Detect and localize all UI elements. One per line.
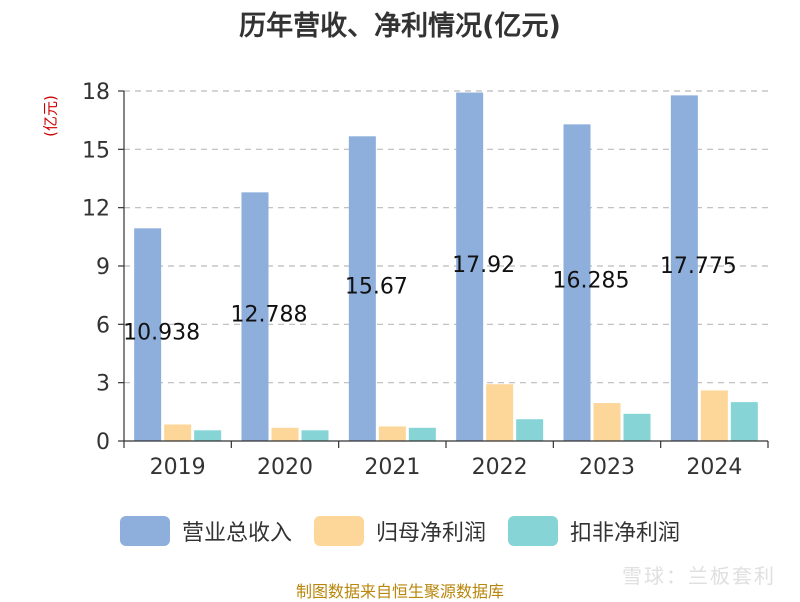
bar-net-profit[interactable] (378, 426, 406, 441)
data-label-revenue: 16.285 (553, 269, 630, 294)
y-tick-label: 18 (82, 80, 110, 105)
legend-item-revenue[interactable]: 营业总收入 (119, 515, 292, 547)
bar-net-profit[interactable] (486, 384, 514, 441)
bar-deducted-profit[interactable] (730, 402, 758, 441)
legend-swatch-net-profit (313, 516, 364, 546)
bar-revenue[interactable] (241, 192, 269, 441)
bar-deducted-profit[interactable] (301, 430, 329, 441)
legend-item-net-profit[interactable]: 归母净利润 (313, 515, 486, 547)
x-tick-label: 2021 (364, 455, 420, 480)
bar-net-profit[interactable] (593, 403, 621, 441)
bar-deducted-profit[interactable] (623, 413, 651, 441)
data-label-revenue: 10.938 (123, 321, 200, 346)
x-tick-label: 2020 (257, 455, 313, 480)
bar-revenue[interactable] (563, 124, 591, 441)
x-tick-label: 2019 (150, 455, 206, 480)
data-label-revenue: 17.92 (452, 253, 515, 278)
data-label-revenue: 15.67 (345, 275, 408, 300)
bar-deducted-profit[interactable] (516, 419, 544, 441)
y-tick-label: 15 (82, 138, 110, 163)
legend-label-revenue: 营业总收入 (181, 521, 292, 546)
legend-label-net-profit: 归母净利润 (375, 521, 486, 546)
x-tick-label: 2023 (579, 455, 635, 480)
bar-revenue[interactable] (348, 136, 376, 442)
y-tick-label: 12 (82, 197, 110, 222)
legend-item-deducted-profit[interactable]: 扣非净利润 (508, 515, 680, 547)
legend-label-deducted-profit: 扣非净利润 (570, 521, 681, 546)
x-tick-label: 2024 (686, 455, 742, 480)
x-tick-label: 2022 (472, 455, 528, 480)
y-tick-label: 6 (96, 313, 110, 338)
data-label-revenue: 12.788 (231, 303, 308, 328)
y-tick-label: 3 (96, 372, 110, 397)
y-tick-label: 9 (96, 255, 110, 280)
bar-revenue[interactable] (456, 92, 484, 442)
watermark: 雪球：兰板套利 (622, 564, 776, 588)
legend-swatch-revenue (119, 516, 170, 546)
chart-title: 历年营收、净利情况(亿元) (239, 11, 561, 42)
data-label-revenue: 17.775 (660, 254, 737, 279)
y-tick-label: 0 (96, 430, 110, 455)
bar-net-profit[interactable] (164, 424, 192, 441)
bar-net-profit[interactable] (700, 390, 728, 441)
bar-deducted-profit[interactable] (408, 427, 436, 441)
bar-revenue[interactable] (670, 95, 698, 441)
legend: 营业总收入 归母净利润 扣非净利润 (0, 515, 800, 547)
bar-net-profit[interactable] (271, 427, 299, 441)
legend-swatch-deducted-profit (508, 516, 558, 546)
data-source-note: 制图数据来自恒生聚源数据库 (295, 582, 504, 601)
bar-deducted-profit[interactable] (194, 430, 222, 441)
bar-revenue[interactable] (134, 228, 162, 441)
